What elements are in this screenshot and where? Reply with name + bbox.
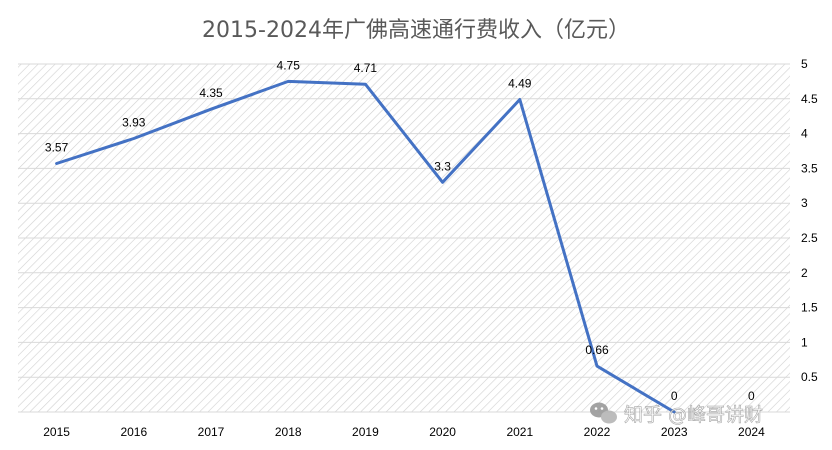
y-axis-tick-labels: 0.5 1 1.5 2 2.5 3 3.5 4 4.5 5 bbox=[801, 57, 818, 384]
x-tick-label: 2020 bbox=[429, 425, 456, 439]
y-tick-label: 0.5 bbox=[801, 370, 818, 384]
data-label: 4.75 bbox=[277, 58, 301, 72]
y-tick-label: 5 bbox=[801, 57, 808, 71]
y-tick-label: 2.5 bbox=[801, 231, 818, 245]
data-label: 4.71 bbox=[354, 61, 378, 75]
y-tick-label: 4.5 bbox=[801, 92, 818, 106]
watermark: 知乎 @峰哥讲财 bbox=[590, 402, 763, 426]
data-label: 4.35 bbox=[199, 86, 223, 100]
x-tick-label: 2023 bbox=[661, 425, 688, 439]
y-tick-label: 3 bbox=[801, 196, 808, 210]
x-tick-label: 2019 bbox=[352, 425, 379, 439]
y-tick-label: 1 bbox=[801, 335, 808, 349]
data-label: 0.66 bbox=[585, 343, 609, 357]
data-label: 3.3 bbox=[434, 159, 451, 173]
series-line bbox=[55, 79, 676, 414]
y-tick-label: 4 bbox=[801, 127, 808, 141]
x-tick-label: 2024 bbox=[738, 425, 765, 439]
data-label: 4.49 bbox=[508, 76, 532, 90]
data-label: 3.93 bbox=[122, 115, 146, 129]
x-tick-label: 2021 bbox=[506, 425, 533, 439]
x-tick-label: 2022 bbox=[584, 425, 611, 439]
y-tick-label: 1.5 bbox=[801, 301, 818, 315]
x-tick-label: 2015 bbox=[43, 425, 70, 439]
x-axis-tick-labels: 2015 2016 2017 2018 2019 2020 2021 2022 2023 2024 bbox=[43, 425, 765, 439]
y-tick-label: 3.5 bbox=[801, 161, 818, 175]
data-label: 3.57 bbox=[45, 141, 69, 155]
data-label: 0 bbox=[671, 389, 678, 403]
chart-title: 2015-2024年广佛高速通行费收入（亿元） bbox=[202, 18, 630, 43]
x-tick-label: 2016 bbox=[120, 425, 147, 439]
x-tick-label: 2018 bbox=[275, 425, 302, 439]
data-labels: 3.57 3.93 4.35 4.75 4.71 3.3 4.49 0.66 0 0 bbox=[45, 58, 755, 403]
wechat-icon bbox=[590, 402, 617, 424]
watermark-text: 知乎 @峰哥讲财 bbox=[624, 404, 763, 426]
data-label: 0 bbox=[748, 389, 755, 403]
x-tick-label: 2017 bbox=[198, 425, 225, 439]
y-tick-label: 2 bbox=[801, 266, 808, 280]
